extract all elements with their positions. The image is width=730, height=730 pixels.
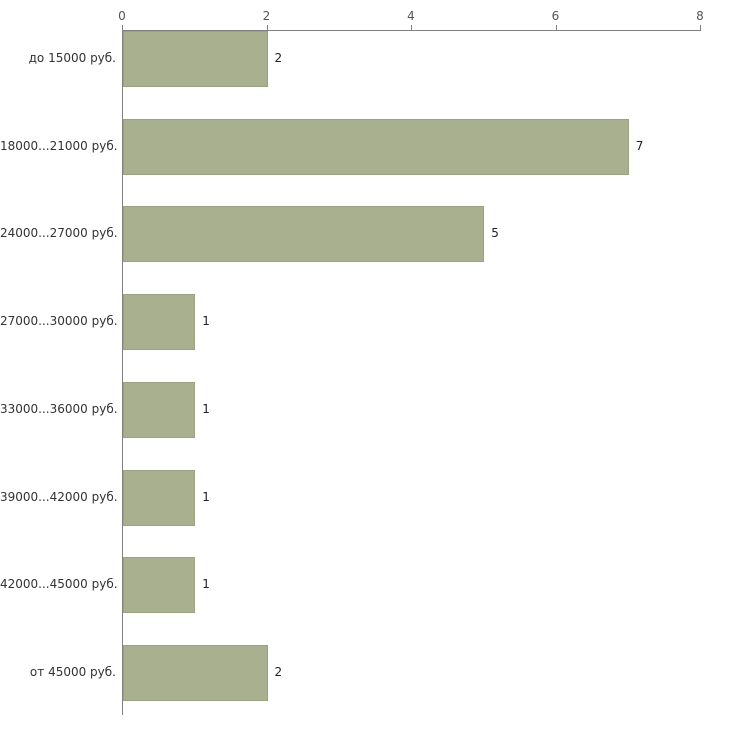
category-label: до 15000 руб. <box>28 51 116 65</box>
category-label: от 45000 руб. <box>29 664 116 679</box>
bar <box>123 469 196 526</box>
value-label: 2 <box>274 51 283 65</box>
category-label: 39000...42000 руб. <box>0 489 118 504</box>
bar <box>123 31 268 87</box>
x-tick-mark <box>122 25 123 30</box>
x-tick-label: 6 <box>551 9 560 23</box>
bar <box>123 381 196 438</box>
category-label: 18000...21000 руб. <box>0 138 118 153</box>
value-label: 1 <box>202 489 210 504</box>
x-tick-mark <box>411 25 412 30</box>
category-label: 33000...36000 руб. <box>0 401 118 416</box>
value-label: 7 <box>635 138 644 153</box>
x-axis-line <box>122 30 701 31</box>
x-tick-mark <box>700 25 701 30</box>
x-tick-label: 0 <box>118 9 126 23</box>
x-tick-mark <box>555 25 557 30</box>
bar <box>123 118 629 175</box>
bar <box>123 644 268 701</box>
x-tick-label: 2 <box>262 9 271 23</box>
bar <box>123 206 485 263</box>
value-label: 2 <box>274 664 283 679</box>
category-label: 27000...30000 руб. <box>0 314 118 329</box>
x-tick-label: 4 <box>407 9 415 23</box>
category-label: 42000...45000 руб. <box>0 577 118 592</box>
bar <box>123 294 196 351</box>
x-tick-label: 8 <box>696 9 704 23</box>
y-axis-line <box>122 30 123 715</box>
value-label: 1 <box>202 314 210 329</box>
value-label: 5 <box>491 226 499 241</box>
bar <box>123 557 196 614</box>
value-label: 1 <box>202 577 210 592</box>
category-label: 24000...27000 руб. <box>0 226 118 241</box>
x-tick-mark <box>266 25 268 30</box>
value-label: 1 <box>202 401 210 416</box>
